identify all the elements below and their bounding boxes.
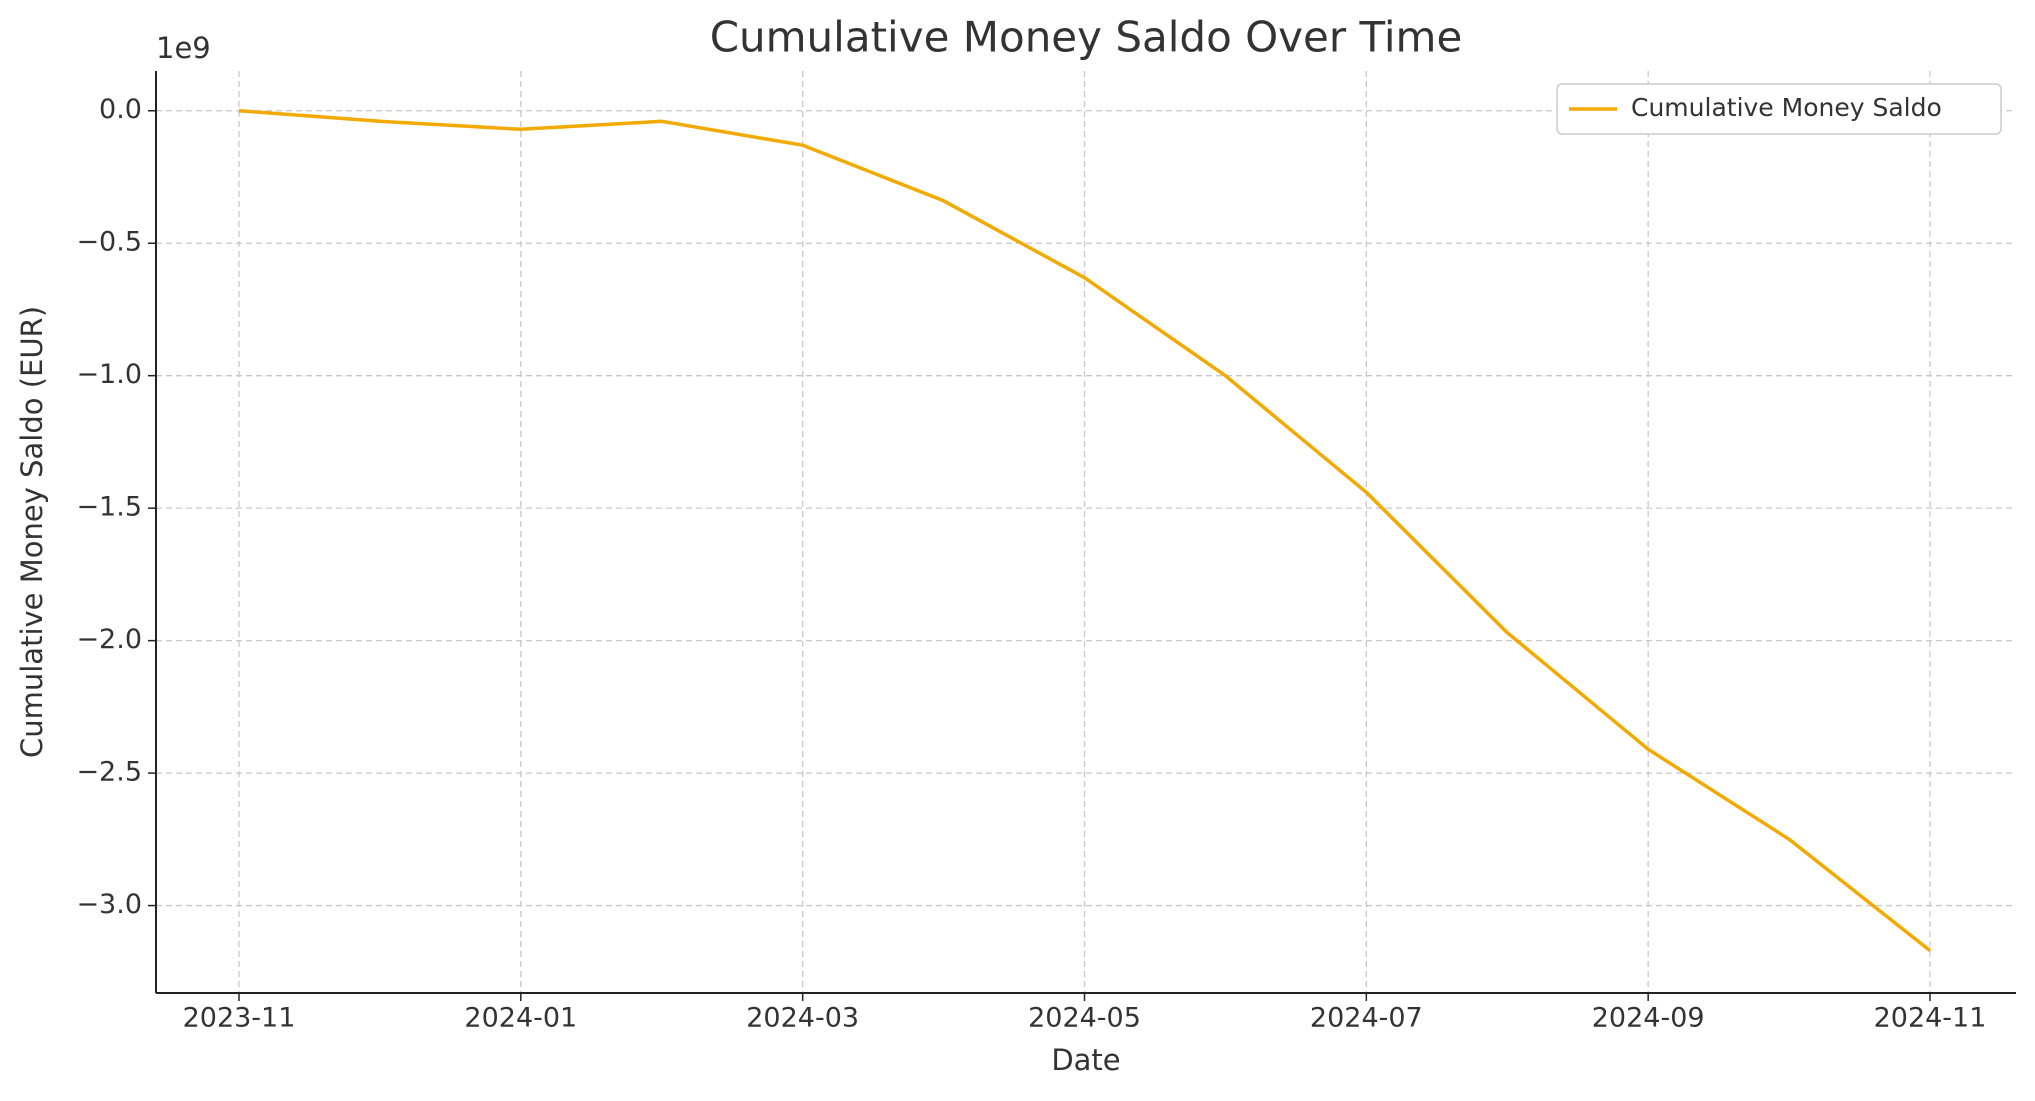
legend-label: Cumulative Money Saldo — [1631, 93, 1942, 122]
x-tick-label: 2024-03 — [746, 1003, 859, 1034]
y-tick-label: −1.5 — [76, 492, 142, 523]
legend: Cumulative Money Saldo — [1556, 83, 2002, 135]
chart-title: Cumulative Money Saldo Over Time — [710, 13, 1463, 62]
x-tick-label: 2024-07 — [1310, 1003, 1423, 1034]
x-axis-label: Date — [1051, 1043, 1120, 1077]
y-tick-label: −1.0 — [76, 359, 142, 390]
y-axis-label: Cumulative Money Saldo (EUR) — [15, 306, 49, 758]
y-offset-label: 1e9 — [156, 31, 211, 65]
x-tick-label: 2024-09 — [1592, 1003, 1705, 1034]
y-tick-label: −2.0 — [76, 624, 142, 655]
x-tick-label: 2024-11 — [1874, 1003, 1987, 1034]
x-tick-label: 2023-11 — [183, 1003, 296, 1034]
y-tick-label: −2.5 — [76, 757, 142, 788]
y-tick-label: −3.0 — [76, 889, 142, 920]
x-tick-label: 2024-01 — [464, 1003, 577, 1034]
legend-box — [1556, 83, 2002, 135]
data-line — [238, 108, 1932, 952]
x-tick-label: 2024-05 — [1028, 1003, 1141, 1034]
y-tick-label: 0.0 — [99, 94, 142, 125]
y-tick-label: −0.5 — [76, 227, 142, 258]
